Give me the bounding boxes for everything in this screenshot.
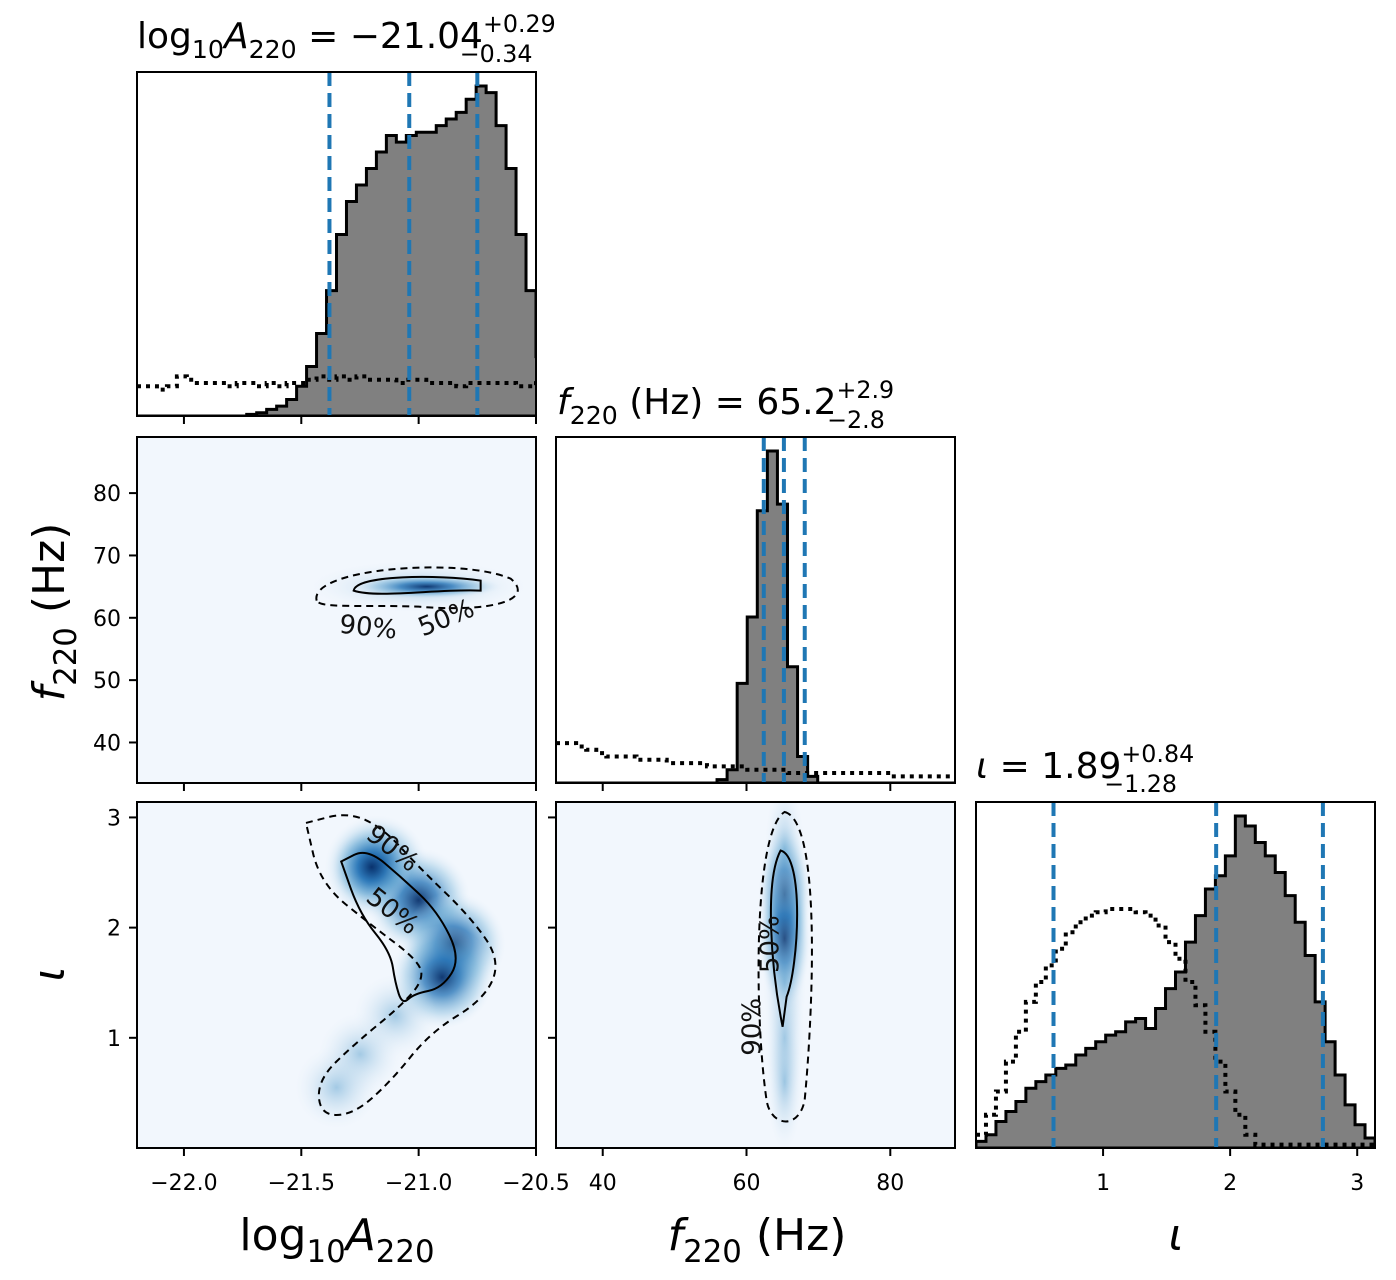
prior-histogram — [137, 374, 536, 392]
tick-layer: −22.0 −21.5 −21.0 −20.5 40 60 80 1 2 3 40 50 60 70 80 1… — [93, 416, 1364, 1196]
x-tick-label: −20.5 — [502, 1171, 569, 1196]
density-log10a220-iota: 90%50% — [136, 801, 537, 1149]
contour-50 — [352, 575, 482, 595]
density-background — [556, 802, 955, 1148]
contour-90 — [757, 810, 813, 1123]
panel-frame — [555, 801, 956, 1149]
density-f220-iota: 90%50% — [555, 801, 956, 1149]
panel-frame — [555, 436, 956, 784]
ylabel-iota: ι — [24, 967, 75, 982]
density-blob — [766, 1011, 803, 1148]
posterior-histogram — [137, 84, 536, 416]
y-tick-label: 3 — [107, 806, 121, 831]
x-tick-label: 3 — [1350, 1171, 1364, 1196]
contour-90 — [304, 814, 497, 1116]
y-tick-label: 2 — [107, 917, 121, 942]
histogram-iota — [975, 801, 1376, 1149]
density-blob — [764, 802, 805, 921]
density-core — [351, 574, 502, 599]
contour-50 — [339, 851, 457, 1003]
xlabel-iota: ι — [1169, 1210, 1184, 1261]
xlabel-log10a220: log10A220 — [239, 1210, 434, 1270]
xlabel-f220: f220 (Hz) — [668, 1210, 847, 1270]
x-tick-label: 1 — [1096, 1171, 1110, 1196]
x-tick-label: 40 — [589, 1171, 617, 1196]
contour-label-90: 90% — [738, 998, 768, 1056]
x-tick-label: 2 — [1223, 1171, 1237, 1196]
panel-frame — [975, 801, 1376, 1149]
y-tick-label: 70 — [93, 544, 121, 569]
panel-frame — [136, 436, 537, 784]
ylabel-f220: f220 (Hz) — [24, 523, 84, 702]
density-blob — [331, 827, 412, 908]
contour-label-90: 90% — [338, 610, 399, 646]
title-log10a220: log10A220 = −21.04+0.29 −0.34 — [137, 10, 556, 68]
posterior-histogram — [556, 449, 955, 783]
x-tick-label: 80 — [876, 1171, 904, 1196]
contour-50 — [769, 849, 799, 1027]
y-tick-label: 1 — [107, 1027, 121, 1052]
title-iota: ι = 1.89+0.84 −1.28 — [976, 740, 1194, 798]
y-tick-label: 80 — [93, 482, 121, 507]
histogram-f220 — [555, 436, 956, 784]
prior-histogram — [976, 906, 1375, 1147]
x-tick-label: 60 — [733, 1171, 761, 1196]
posterior-histogram — [976, 814, 1375, 1148]
y-tick-label: 40 — [93, 731, 121, 756]
density-blob — [294, 1045, 379, 1130]
x-tick-label: −21.0 — [385, 1171, 452, 1196]
contour-90 — [315, 566, 519, 610]
title-f220: f220 (Hz) = 65.2+2.9 −2.8 — [557, 376, 894, 434]
histogram-log10a220 — [136, 71, 537, 417]
panel-frame — [136, 71, 537, 417]
density-background — [137, 437, 536, 783]
x-tick-label: −22.0 — [150, 1171, 217, 1196]
density-log10a220-f220: 90% 50% — [136, 436, 537, 784]
panel-frame — [136, 801, 537, 1149]
x-tick-label: −21.5 — [268, 1171, 335, 1196]
y-tick-label: 50 — [93, 669, 121, 694]
contour-label-50: 50% — [756, 915, 786, 973]
y-tick-label: 60 — [93, 607, 121, 632]
